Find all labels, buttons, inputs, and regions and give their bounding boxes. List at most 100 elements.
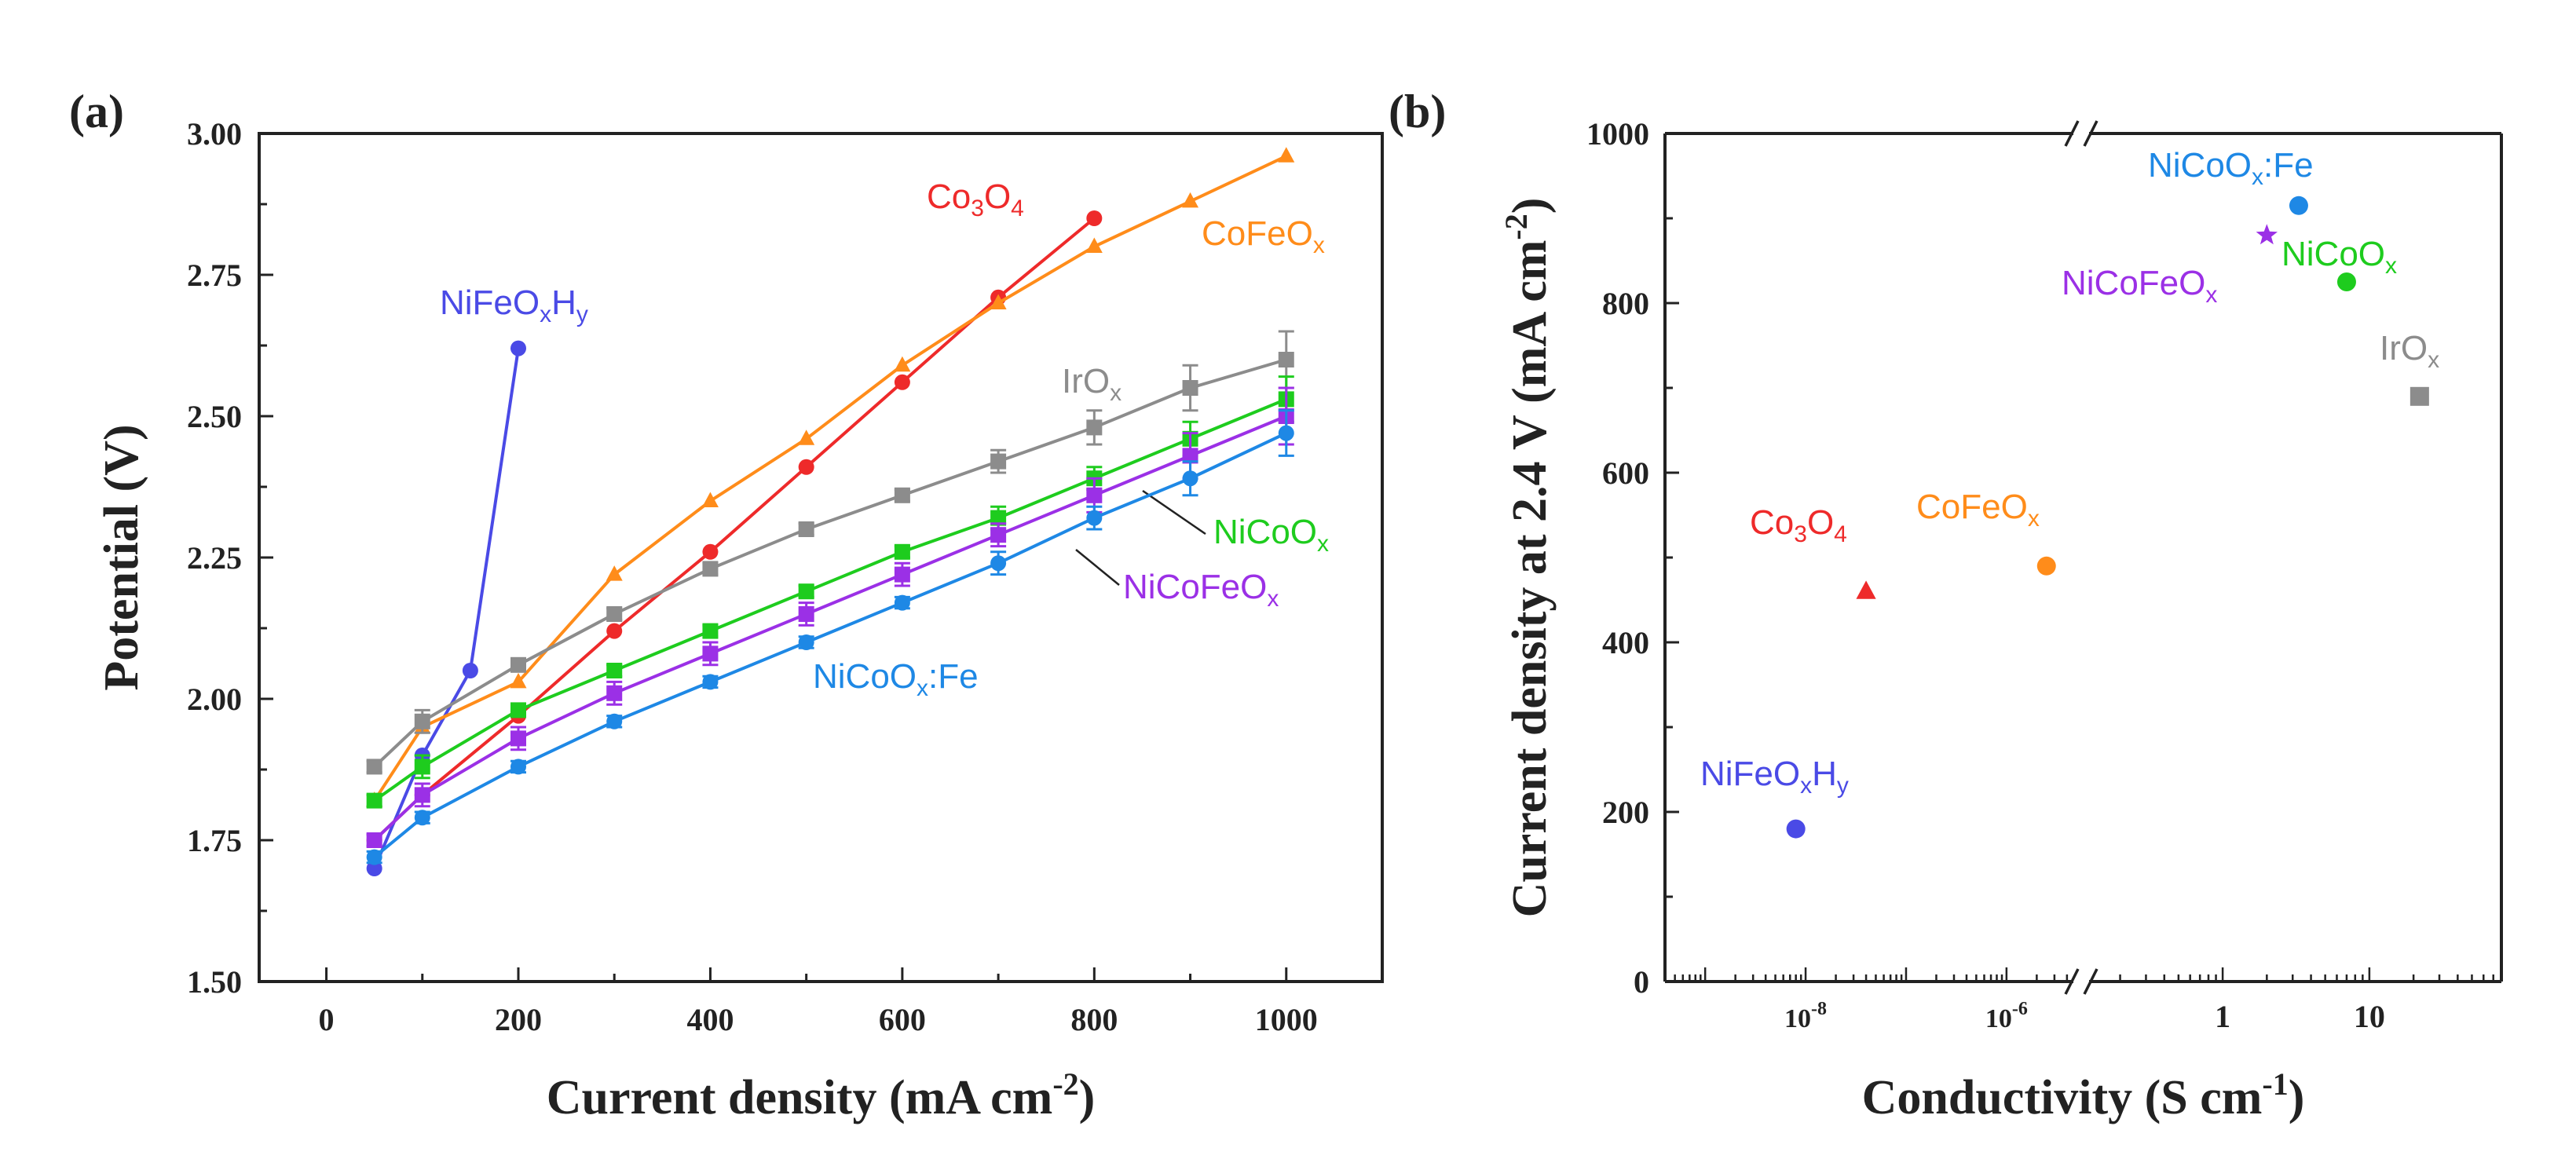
point-label: NiCoOx bbox=[2281, 235, 2397, 279]
data-point bbox=[606, 663, 623, 678]
x-tick-label-a: 600 bbox=[879, 1002, 926, 1037]
x-tick-label-b: 1 bbox=[2215, 999, 2230, 1034]
data-point bbox=[606, 685, 623, 701]
data-point bbox=[606, 565, 623, 581]
data-point bbox=[1086, 419, 1103, 436]
data-point bbox=[1278, 352, 1294, 367]
data-point bbox=[701, 492, 719, 507]
data-point bbox=[2410, 386, 2429, 406]
data-point bbox=[990, 510, 1007, 526]
x-tick-label-b: 10 bbox=[2354, 999, 2385, 1034]
series-label: IrOx bbox=[1062, 362, 1122, 406]
y-tick-label-a: 2.50 bbox=[187, 399, 242, 434]
point-label: IrOx bbox=[2380, 329, 2439, 373]
axis-break-mark bbox=[2064, 968, 2080, 995]
data-point bbox=[366, 849, 382, 865]
data-point bbox=[606, 606, 623, 622]
data-point bbox=[462, 663, 478, 678]
y-tick-label-a: 2.25 bbox=[187, 540, 242, 576]
panel-label-a: (a) bbox=[69, 86, 124, 137]
axis-break-mark bbox=[2083, 968, 2098, 995]
series-label: NiCoOx bbox=[1213, 513, 1329, 557]
data-point bbox=[990, 453, 1007, 470]
data-point bbox=[510, 702, 526, 718]
data-point bbox=[702, 645, 719, 662]
data-point bbox=[366, 861, 382, 876]
series-CoFeOx: CoFeOx bbox=[366, 147, 1325, 807]
x-tick-label-a: 1000 bbox=[1255, 1002, 1318, 1037]
data-point bbox=[606, 623, 623, 639]
point-CoFeOx: CoFeOx bbox=[1916, 488, 2056, 576]
x-axis-title-b: Conductivity (S cm-1) bbox=[1862, 1066, 2305, 1124]
data-point bbox=[2256, 224, 2278, 245]
data-point bbox=[990, 294, 1007, 309]
data-point bbox=[510, 340, 526, 356]
point-label: Co3O4 bbox=[1750, 503, 1847, 547]
data-point bbox=[798, 459, 814, 475]
data-point bbox=[1086, 210, 1103, 226]
point-NiFeOxHy: NiFeOxHy bbox=[1700, 755, 1849, 839]
data-point bbox=[510, 730, 526, 747]
x-tick-label-b: 10-8 bbox=[1784, 999, 1827, 1033]
data-point bbox=[894, 594, 910, 611]
series-label: Co3O4 bbox=[927, 177, 1024, 221]
data-point bbox=[990, 527, 1007, 543]
data-point bbox=[798, 521, 814, 537]
y-axis-title-b: Current density at 2.4 V (mA cm-2) bbox=[1498, 198, 1557, 918]
data-point bbox=[702, 623, 719, 639]
data-point bbox=[1786, 819, 1806, 839]
data-point bbox=[1278, 425, 1294, 441]
axis-break-mark bbox=[2064, 120, 2080, 147]
point-label: NiCoOx:Fe bbox=[2148, 146, 2314, 190]
series-NiFeOxHy: NiFeOxHy bbox=[366, 283, 588, 876]
data-point bbox=[1182, 380, 1198, 396]
data-point bbox=[2336, 272, 2356, 291]
series-label: NiFeOxHy bbox=[440, 283, 588, 327]
data-point bbox=[1086, 487, 1103, 503]
point-NiCoFeOx: NiCoFeOx bbox=[2062, 224, 2278, 308]
series-line bbox=[372, 348, 520, 869]
data-point bbox=[2289, 196, 2308, 215]
y-tick-label-a: 3.00 bbox=[187, 116, 242, 152]
x-tick-label-a: 200 bbox=[495, 1002, 542, 1037]
y-tick-label-b: 1000 bbox=[1586, 116, 1649, 152]
data-point bbox=[366, 759, 382, 775]
data-point bbox=[990, 555, 1007, 572]
series-NiCoFeOx: NiCoFeOx bbox=[366, 386, 1294, 848]
data-point bbox=[702, 674, 719, 690]
y-tick-label-b: 400 bbox=[1602, 625, 1649, 660]
panel-label-b: (b) bbox=[1389, 86, 1446, 137]
data-point bbox=[798, 634, 814, 650]
plot-frame-a bbox=[258, 132, 1384, 983]
data-point bbox=[414, 759, 430, 775]
data-point bbox=[702, 561, 719, 577]
series-label: NiCoOx:Fe bbox=[813, 657, 979, 701]
y-tick-label-a: 2.75 bbox=[187, 258, 242, 293]
data-point bbox=[510, 672, 527, 689]
label-leader-line bbox=[1075, 549, 1120, 586]
point-Co3O4: Co3O4 bbox=[1750, 503, 1876, 599]
data-point bbox=[414, 810, 430, 826]
data-point bbox=[894, 374, 910, 390]
series-line bbox=[373, 415, 1287, 842]
y-tick-label-b: 0 bbox=[1634, 964, 1649, 1000]
data-point bbox=[1085, 237, 1103, 253]
point-label: NiCoFeOx bbox=[2062, 264, 2217, 308]
series-label: CoFeOx bbox=[1202, 214, 1325, 258]
data-point bbox=[366, 792, 382, 809]
data-point bbox=[894, 566, 910, 583]
data-point bbox=[798, 430, 815, 445]
y-tick-label-b: 200 bbox=[1602, 795, 1649, 830]
data-point bbox=[510, 656, 526, 673]
y-tick-label-b: 800 bbox=[1602, 286, 1649, 321]
data-point bbox=[510, 759, 526, 775]
data-point bbox=[894, 543, 910, 560]
data-point bbox=[798, 606, 814, 622]
data-point bbox=[2036, 556, 2056, 576]
data-point bbox=[414, 787, 430, 803]
data-point bbox=[1086, 510, 1103, 526]
axis-break-mark bbox=[2083, 120, 2098, 147]
data-point bbox=[702, 543, 719, 560]
data-point bbox=[1278, 147, 1295, 163]
